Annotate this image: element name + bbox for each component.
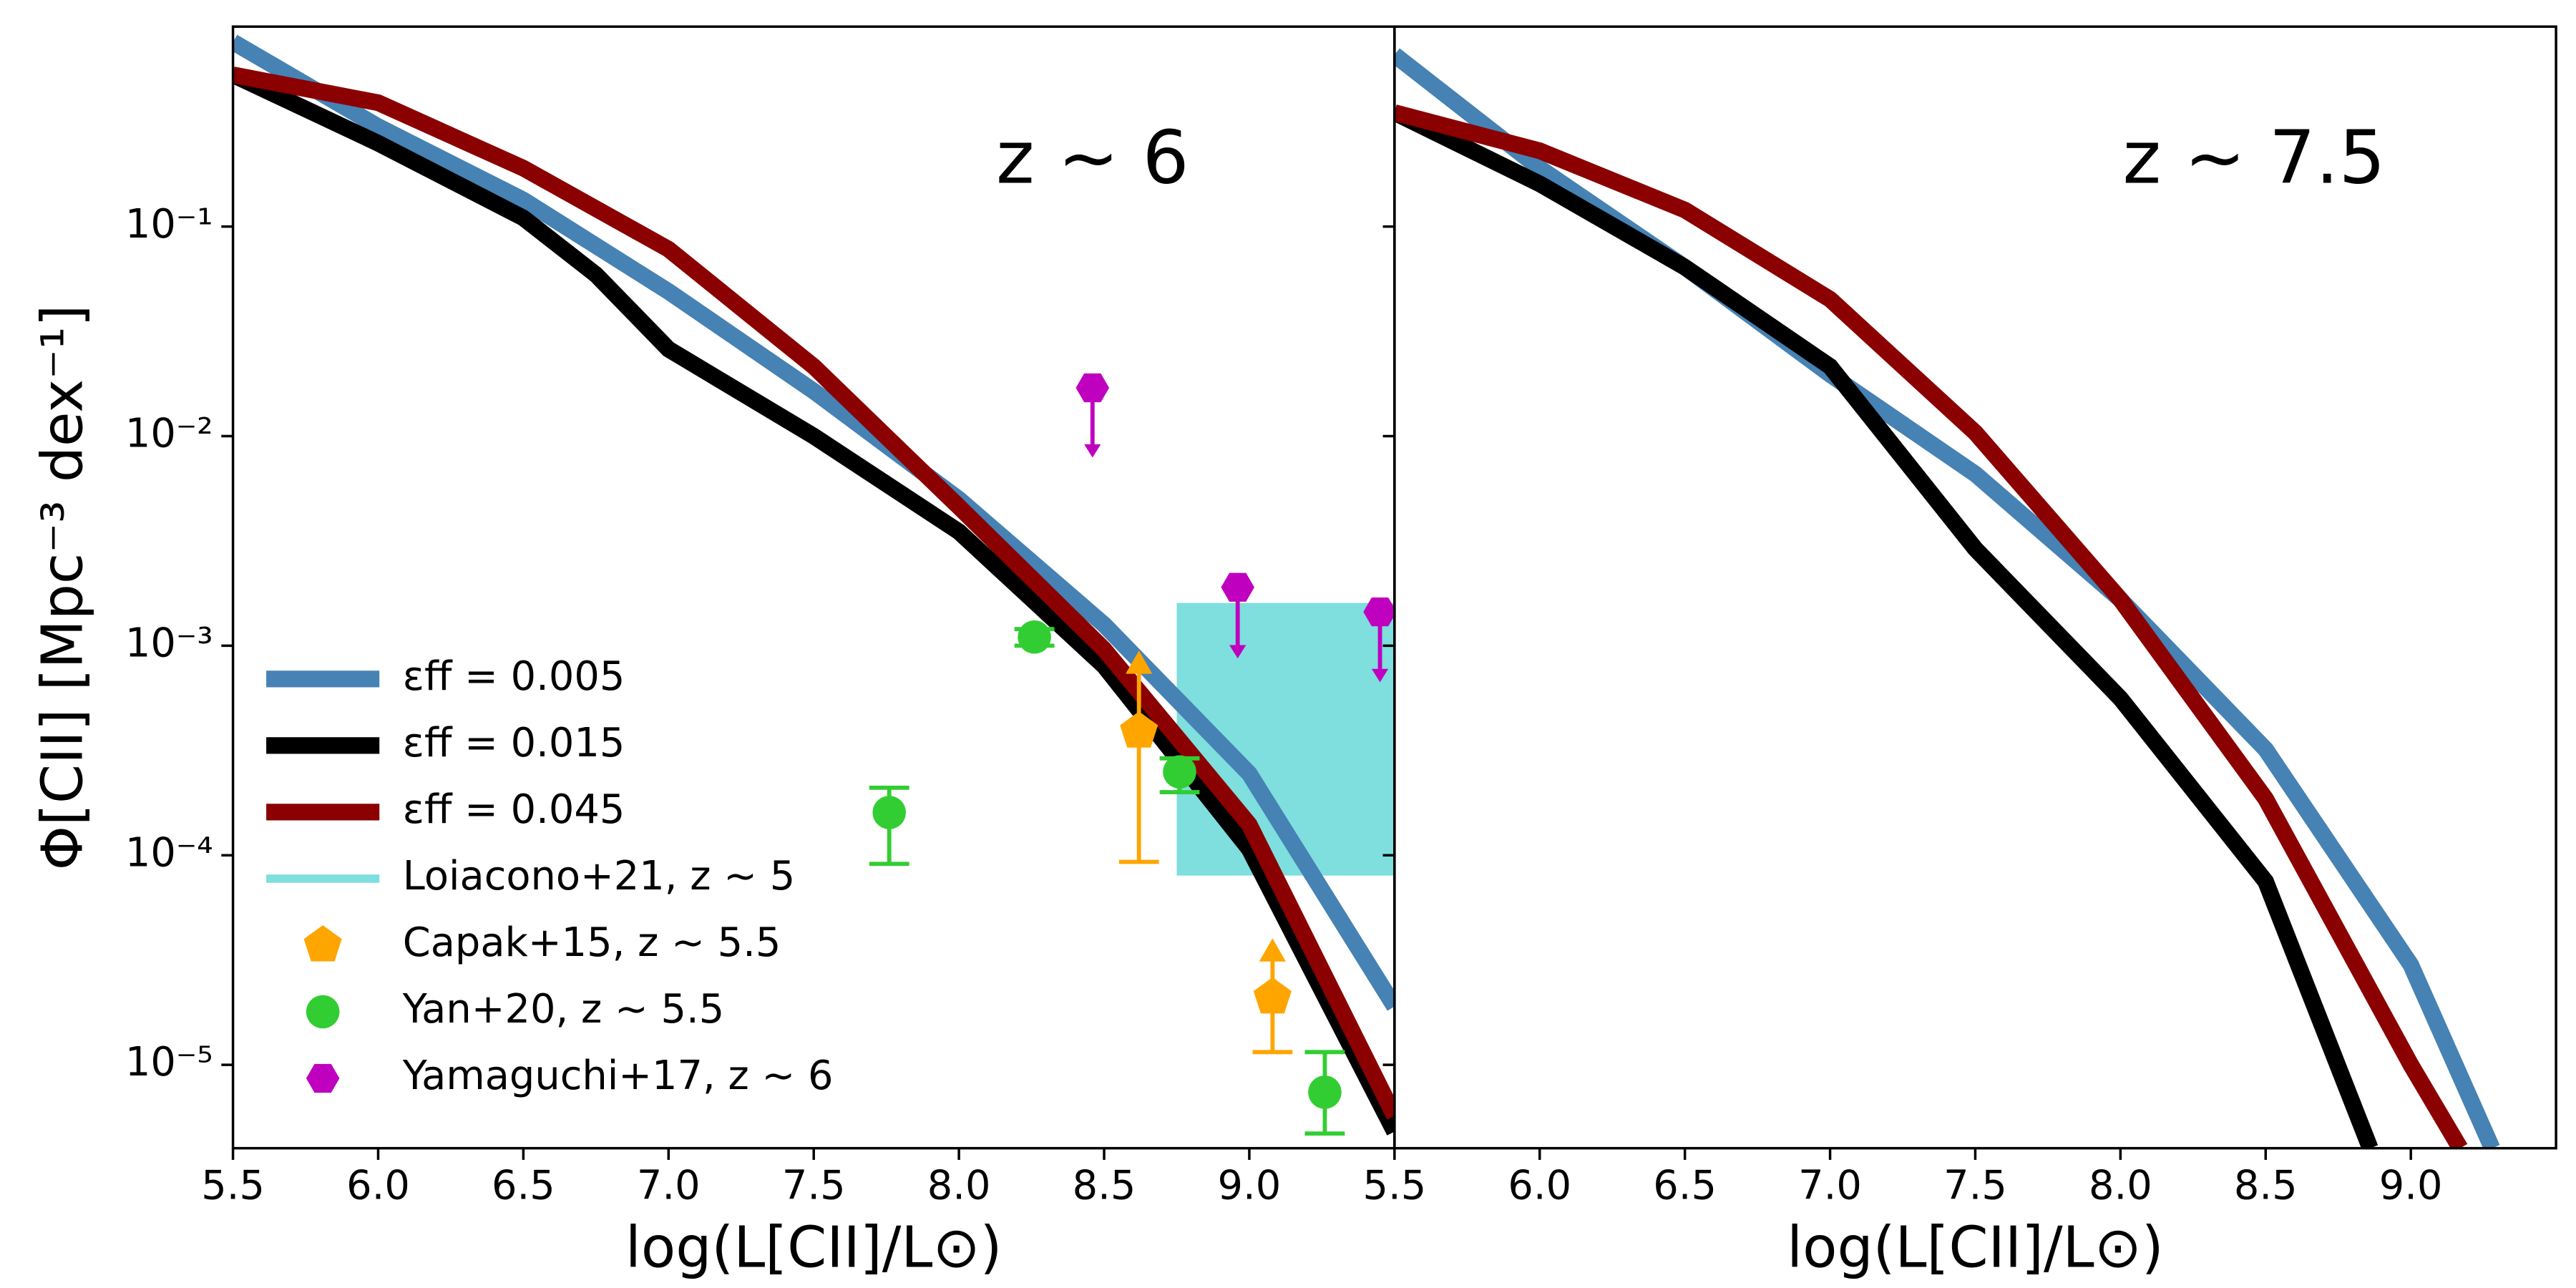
x-axis-label: log(L[CII]/L⊙) [625, 1214, 1002, 1280]
marker [1363, 597, 1395, 627]
legend-label: Yamaguchi+17, z ∼ 6 [402, 1053, 834, 1099]
x-tick-label: 8.5 [2234, 1163, 2298, 1209]
x-tick-label: 6.0 [1508, 1163, 1571, 1209]
line-series [1394, 48, 2500, 1148]
line-series [233, 34, 1395, 1011]
plot-area [233, 34, 1395, 1136]
x-tick-label: 6.0 [346, 1163, 410, 1209]
x-tick-label: 8.0 [927, 1163, 991, 1209]
line-series [1394, 104, 2468, 1148]
y-tick-label: 10⁻³ [125, 620, 213, 667]
marker [1018, 620, 1051, 654]
marker [306, 995, 340, 1029]
y-tick-label: 10⁻⁵ [125, 1039, 213, 1085]
x-tick-label: 6.5 [492, 1163, 555, 1209]
y-axis-label: Φ[CII] [Mpc⁻³ dex⁻¹] [30, 305, 96, 871]
marker [872, 796, 906, 829]
y-tick-label: 10⁻¹ [125, 201, 213, 248]
x-tick-label: 7.5 [1943, 1163, 2007, 1209]
x-tick-label: 6.5 [1653, 1163, 1717, 1209]
x-tick-label: 7.0 [637, 1163, 701, 1209]
y-tick-label: 10⁻² [125, 411, 213, 457]
marker [1075, 373, 1110, 403]
marker [1120, 711, 1158, 748]
panel-annotation: z ∼ 6 [996, 116, 1189, 201]
legend-label: εff = 0.005 [403, 653, 625, 700]
legend-label: εff = 0.015 [403, 720, 625, 766]
x-tick-label: 9.0 [1218, 1163, 1282, 1209]
legend-label: Capak+15, z ∼ 5.5 [403, 919, 781, 966]
lower-limit-arrow [1126, 650, 1153, 674]
marker [306, 1063, 340, 1093]
x-axis-label: log(L[CII]/L⊙) [1787, 1214, 2164, 1280]
lower-limit-arrow [1259, 938, 1286, 962]
arrow-head [1229, 645, 1246, 659]
legend-label: Loiacono+21, z ∼ 5 [403, 853, 796, 899]
x-tick-label: 7.0 [1798, 1163, 1862, 1209]
x-tick-label: 5.5 [201, 1163, 265, 1209]
legend-label: εff = 0.045 [403, 786, 625, 833]
x-tick-label: 8.5 [1073, 1163, 1136, 1209]
panel-annotation: z ∼ 7.5 [2122, 116, 2385, 201]
x-tick-label: 8.0 [2089, 1163, 2152, 1209]
marker [1221, 572, 1254, 602]
line-series [1394, 104, 2379, 1148]
y-tick-label: 10⁻⁴ [125, 829, 213, 876]
x-tick-label: 9.0 [2379, 1163, 2443, 1209]
arrow-head [1084, 444, 1101, 458]
marker [1163, 755, 1196, 789]
marker [1308, 1075, 1342, 1109]
marker [303, 925, 342, 962]
legend-label: Yan+20, z ∼ 5.5 [402, 986, 724, 1033]
x-tick-label: 5.5 [1362, 1163, 1426, 1209]
arrow-head [1371, 668, 1389, 683]
marker [1253, 977, 1292, 1014]
x-tick-label: 7.5 [782, 1163, 846, 1209]
plot-area [1394, 48, 2500, 1148]
line-series [233, 67, 1395, 1120]
